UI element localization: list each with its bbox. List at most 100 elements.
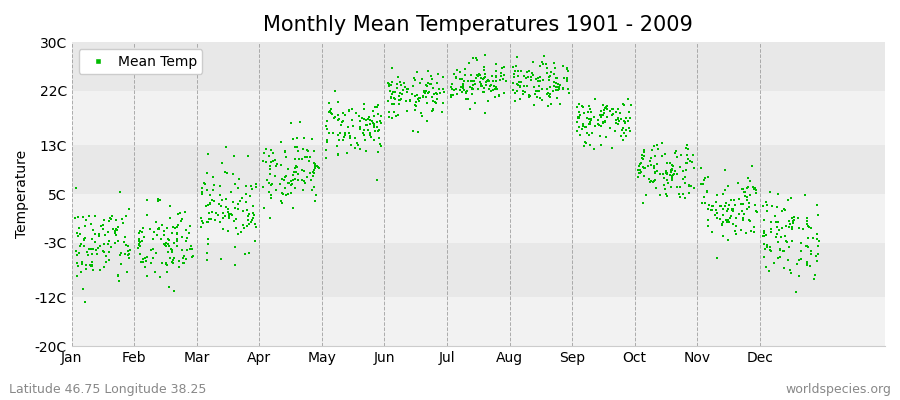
Point	[740, 194, 754, 201]
Point	[522, 94, 536, 100]
Point	[410, 68, 424, 75]
Point	[538, 61, 553, 67]
Point	[161, 284, 176, 290]
Point	[390, 81, 404, 87]
Point	[588, 123, 602, 129]
Point	[163, 203, 177, 209]
Point	[465, 85, 480, 91]
Point	[449, 74, 464, 81]
Point	[456, 78, 471, 84]
Point	[383, 94, 398, 101]
Point	[582, 132, 597, 138]
Point	[536, 53, 551, 59]
Point	[232, 198, 247, 204]
Point	[102, 218, 116, 224]
Point	[224, 212, 238, 218]
Point	[361, 116, 375, 122]
Point	[701, 205, 716, 212]
Point	[166, 255, 181, 262]
Point	[686, 152, 700, 158]
Point	[460, 88, 474, 94]
Point	[97, 249, 112, 255]
Point	[274, 162, 289, 168]
Point	[484, 72, 499, 79]
Point	[367, 137, 382, 143]
Point	[351, 113, 365, 120]
Point	[678, 180, 692, 186]
Point	[214, 202, 229, 209]
Point	[782, 244, 796, 251]
Point	[743, 227, 758, 234]
Point	[461, 78, 475, 84]
Point	[388, 96, 402, 102]
Point	[491, 92, 506, 98]
Point	[570, 118, 584, 125]
Point	[436, 74, 450, 80]
Point	[319, 155, 333, 161]
Point	[599, 103, 614, 109]
Point	[366, 120, 381, 127]
Point	[146, 255, 160, 261]
Point	[417, 89, 431, 95]
Point	[132, 239, 147, 245]
Point	[772, 227, 787, 233]
Point	[523, 93, 537, 99]
Point	[549, 86, 563, 93]
Point	[561, 86, 575, 92]
Point	[207, 197, 221, 204]
Point	[171, 222, 185, 228]
Point	[644, 162, 659, 169]
Point	[185, 246, 200, 252]
Point	[720, 219, 734, 225]
Point	[388, 89, 402, 95]
Point	[735, 185, 750, 192]
Point	[89, 247, 104, 254]
Point	[426, 98, 440, 104]
Point	[194, 188, 209, 195]
Point	[219, 144, 233, 150]
Point	[583, 116, 598, 122]
Point	[777, 264, 791, 271]
Point	[161, 249, 176, 256]
Point	[681, 183, 696, 190]
Point	[306, 167, 320, 174]
Point	[222, 211, 237, 217]
Y-axis label: Temperature: Temperature	[15, 150, 29, 238]
Point	[718, 200, 733, 206]
Point	[670, 171, 685, 177]
Point	[446, 92, 460, 98]
Point	[72, 250, 86, 256]
Point	[556, 63, 571, 70]
Point	[158, 240, 173, 246]
Point	[543, 94, 557, 100]
Point	[669, 147, 683, 154]
Point	[417, 88, 431, 94]
Point	[417, 93, 431, 99]
Point	[69, 260, 84, 266]
Point	[364, 118, 379, 124]
Point	[598, 118, 613, 124]
Point	[386, 109, 400, 116]
Point	[709, 207, 724, 213]
Point	[170, 242, 184, 249]
Point	[770, 231, 784, 238]
Point	[728, 222, 742, 229]
Point	[605, 106, 619, 112]
Point	[177, 253, 192, 259]
Point	[353, 124, 367, 130]
Point	[734, 208, 749, 214]
Point	[556, 74, 571, 81]
Point	[598, 104, 613, 110]
Point	[274, 200, 289, 206]
Point	[347, 144, 362, 151]
Point	[419, 99, 434, 106]
Point	[339, 150, 354, 156]
Point	[116, 239, 130, 245]
Point	[552, 83, 566, 90]
Point	[108, 240, 122, 246]
Point	[212, 212, 226, 218]
Point	[292, 118, 307, 125]
Point	[533, 63, 547, 69]
Point	[701, 217, 716, 224]
Point	[687, 165, 701, 171]
